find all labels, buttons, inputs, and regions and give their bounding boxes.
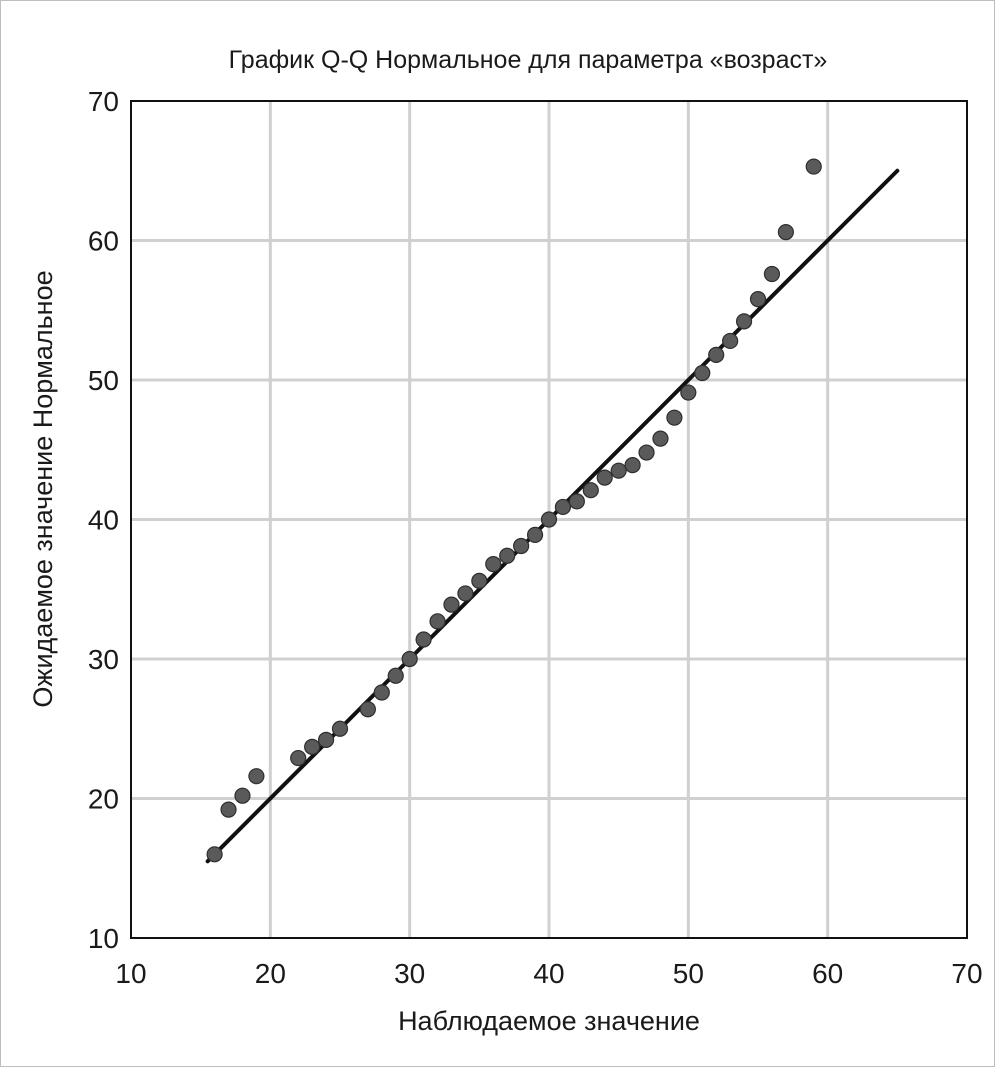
x-tick-label: 40 <box>533 958 564 989</box>
x-tick-label: 70 <box>951 958 982 989</box>
data-point <box>638 444 655 461</box>
data-point <box>387 667 404 684</box>
x-tick-label: 50 <box>673 958 704 989</box>
data-point <box>680 384 697 401</box>
y-tick-label: 10 <box>88 923 119 954</box>
data-point <box>805 158 822 175</box>
data-point <box>777 224 794 241</box>
data-point <box>499 547 516 564</box>
data-point <box>722 332 739 350</box>
data-point <box>526 526 544 543</box>
tick-labels: 10 20 30 40 50 60 70 10 20 30 40 50 60 70 <box>88 86 983 989</box>
x-tick-label: 60 <box>812 958 843 989</box>
data-point <box>359 701 376 718</box>
data-points <box>206 158 822 863</box>
data-point <box>401 650 418 668</box>
data-point <box>568 493 585 510</box>
data-point <box>694 364 711 382</box>
data-point <box>652 430 669 447</box>
y-tick-label: 60 <box>88 226 119 257</box>
data-point <box>513 537 530 555</box>
data-point <box>373 684 390 701</box>
data-point <box>582 482 599 499</box>
data-point <box>220 801 237 818</box>
data-point <box>749 290 767 308</box>
y-tick-label: 20 <box>88 784 119 815</box>
chart-title: График Q-Q Нормальное для параметра «воз… <box>229 46 828 74</box>
y-axis-label: Ожидаемое значение Нормальное <box>28 270 58 707</box>
data-point <box>290 749 307 767</box>
data-point <box>624 456 641 474</box>
x-axis-label: Наблюдаемое значение <box>398 1006 700 1036</box>
data-point <box>248 768 265 785</box>
x-tick-label: 30 <box>394 958 425 989</box>
data-point <box>596 469 613 486</box>
data-point <box>443 596 460 613</box>
data-point <box>540 511 558 528</box>
data-point <box>666 409 683 426</box>
y-tick-label: 40 <box>88 505 119 536</box>
data-point <box>735 313 753 330</box>
data-point <box>610 462 627 479</box>
data-point <box>554 498 572 516</box>
data-point <box>304 738 321 755</box>
y-tick-label: 30 <box>88 644 119 675</box>
data-point <box>206 846 223 863</box>
x-tick-label: 10 <box>115 958 146 989</box>
data-point <box>457 585 474 602</box>
data-point <box>485 556 502 573</box>
data-point <box>763 265 781 283</box>
y-tick-label: 70 <box>88 86 119 117</box>
data-point <box>234 787 251 804</box>
data-point <box>429 613 446 630</box>
data-point <box>708 346 725 363</box>
data-point <box>331 720 349 737</box>
x-tick-label: 20 <box>255 958 286 989</box>
y-tick-label: 50 <box>88 365 119 396</box>
data-point <box>471 572 488 589</box>
data-point <box>415 631 432 648</box>
data-point <box>317 731 335 749</box>
plot-area-frame <box>130 100 968 939</box>
